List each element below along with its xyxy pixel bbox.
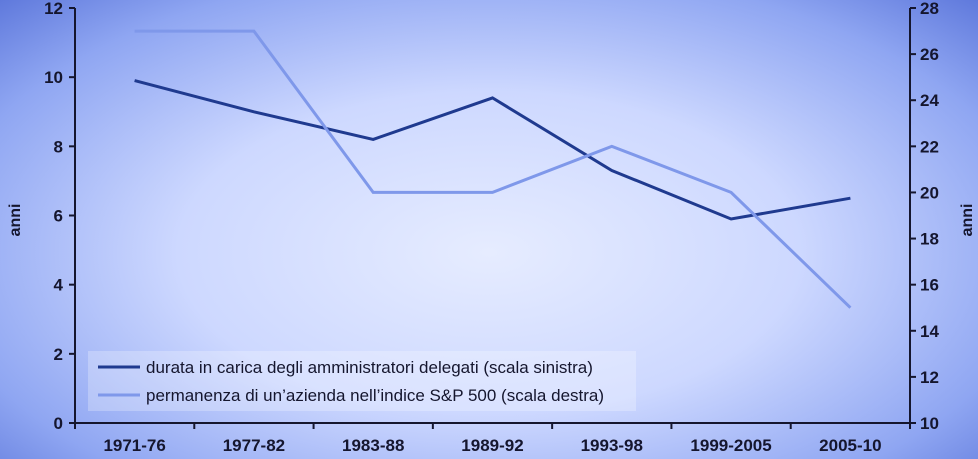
- legend-label-series-2: permanenza di un’azienda nell’indice S&P…: [146, 386, 604, 405]
- right-y-tick-label: 26: [920, 45, 939, 64]
- x-tick-label: 1983-88: [342, 436, 404, 455]
- left-y-ticks: 0 2 4 6 8 10 12: [44, 0, 75, 433]
- left-y-tick-label: 0: [54, 414, 63, 433]
- series-line-1: [134, 79, 851, 221]
- x-tick-label: 1989-92: [461, 436, 523, 455]
- legend: durata in carica degli amministratori de…: [88, 351, 636, 411]
- right-y-tick-label: 28: [920, 0, 939, 18]
- legend-label-series-1: durata in carica degli amministratori de…: [146, 358, 593, 377]
- x-tick-label: 1977-82: [223, 436, 285, 455]
- left-y-tick-label: 4: [54, 276, 64, 295]
- series-layer: [134, 29, 852, 309]
- right-y-ticks: 10 12 14 16 18 20 22 24 26 28: [910, 0, 939, 433]
- right-y-tick-label: 24: [920, 91, 939, 110]
- right-y-axis-title: anni: [959, 204, 976, 237]
- series-line-2: [134, 29, 852, 309]
- right-y-tick-label: 14: [920, 322, 939, 341]
- right-y-tick-label: 20: [920, 183, 939, 202]
- legend-box: [88, 351, 636, 411]
- left-y-tick-label: 8: [54, 137, 63, 156]
- x-tick-label: 1971-76: [103, 436, 165, 455]
- right-y-tick-label: 18: [920, 230, 939, 249]
- x-tick-label: 1993-98: [581, 436, 643, 455]
- x-ticks: 1971-76 1977-82 1983-88 1989-92 1993-98 1999-…: [74, 423, 911, 455]
- left-y-tick-label: 12: [44, 0, 63, 18]
- left-y-tick-label: 10: [44, 68, 63, 87]
- right-y-tick-label: 10: [920, 414, 939, 433]
- left-y-tick-label: 2: [54, 345, 63, 364]
- left-y-axis-title: anni: [7, 204, 24, 237]
- left-y-tick-label: 6: [54, 207, 63, 226]
- right-y-tick-label: 22: [920, 137, 939, 156]
- x-tick-label: 2005-10: [819, 436, 881, 455]
- right-y-tick-label: 12: [920, 368, 939, 387]
- x-tick-label: 1999-2005: [690, 436, 771, 455]
- right-y-tick-label: 16: [920, 276, 939, 295]
